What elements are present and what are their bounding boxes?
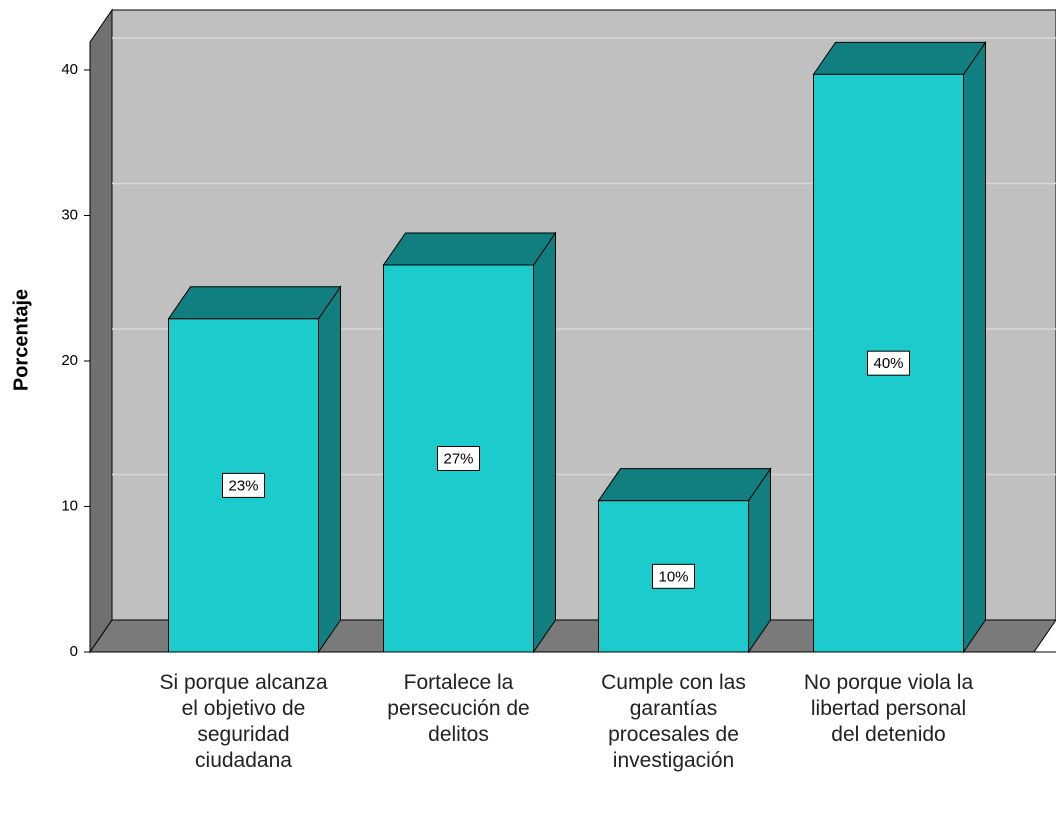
x-tick-label: No porque viola la libertad personal del… xyxy=(803,671,974,746)
y-tick-label: 30 xyxy=(61,206,78,223)
data-label: 10% xyxy=(658,568,688,585)
data-label-box xyxy=(652,563,695,589)
data-label: 40% xyxy=(873,355,903,372)
bar-top xyxy=(597,468,772,502)
y-tick-label: 10 xyxy=(61,497,78,514)
data-label-box xyxy=(867,350,910,376)
bar-side xyxy=(318,285,341,654)
data-label-box xyxy=(437,445,480,471)
data-label: 27% xyxy=(443,450,473,467)
bar-top xyxy=(382,232,557,266)
data-label-box xyxy=(222,472,265,498)
data-label: 23% xyxy=(228,477,258,494)
left-wall xyxy=(89,8,113,654)
y-tick-label: 40 xyxy=(61,61,78,78)
bar-top xyxy=(167,286,342,320)
x-tick-label: Si porque alcanza el objetivo de segurid… xyxy=(159,671,328,772)
y-axis-title: Porcentaje xyxy=(10,289,32,391)
bar-side xyxy=(963,40,986,654)
y-tick-label: 20 xyxy=(61,352,78,369)
x-tick-label: Fortalece la persecución de delitos xyxy=(387,671,530,746)
y-tick-label: 0 xyxy=(70,643,78,660)
x-tick-label: Cumple con las garantías procesales de i… xyxy=(601,671,746,772)
bar-side xyxy=(533,231,556,654)
bar-top xyxy=(812,41,987,75)
